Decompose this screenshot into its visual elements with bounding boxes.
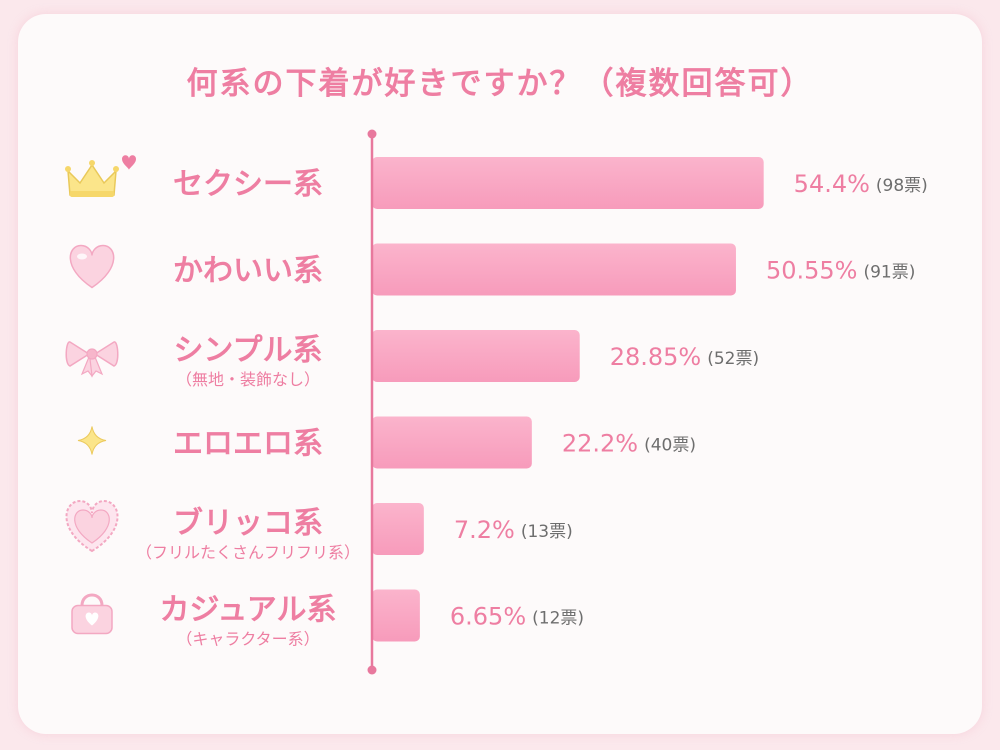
category-label: セクシー系 (173, 167, 323, 202)
vote-count-label: (52票) (707, 349, 759, 369)
category-label: エロエロ系 (173, 427, 323, 462)
bar (372, 157, 764, 209)
frilly-heart-icon (65, 499, 119, 553)
bar (372, 243, 736, 296)
category-label: カジュアル系 (160, 593, 337, 628)
vote-count-label: (91票) (863, 263, 915, 283)
vote-count-label: (98票) (876, 176, 928, 196)
sparkle-icon (77, 426, 107, 455)
value-label: 7.2% (454, 516, 515, 544)
value-label: 6.65% (450, 603, 526, 631)
value-label: 54.4% (794, 170, 870, 198)
ribbon-icon (65, 341, 119, 378)
chart-title: 何系の下着が好きですか？（複数回答可） (186, 66, 814, 102)
bar (372, 589, 420, 642)
bar (372, 330, 580, 382)
vote-count-label: (12票) (532, 609, 584, 629)
category-sublabel: （無地・装飾なし） (176, 370, 320, 389)
bar (372, 503, 424, 555)
value-label: 22.2% (562, 430, 638, 458)
category-label: シンプル系 (173, 333, 322, 368)
axis-top-dot (367, 129, 377, 139)
vote-count-label: (40票) (644, 436, 696, 456)
value-label: 50.55% (766, 257, 858, 285)
crown-icon (65, 155, 136, 197)
heart-icon (69, 244, 115, 289)
vote-count-label: (13票) (521, 522, 573, 542)
value-label: 28.85% (610, 343, 702, 371)
category-label: かわいい系 (173, 254, 323, 289)
category-label: ブリッコ系 (173, 506, 323, 541)
axis-bottom-dot (367, 665, 377, 675)
category-sublabel: （キャラクター系） (176, 630, 319, 649)
bar (372, 416, 532, 469)
category-sublabel: （フリルたくさんフリフリ系） (136, 543, 360, 562)
handbag-icon (71, 593, 113, 635)
